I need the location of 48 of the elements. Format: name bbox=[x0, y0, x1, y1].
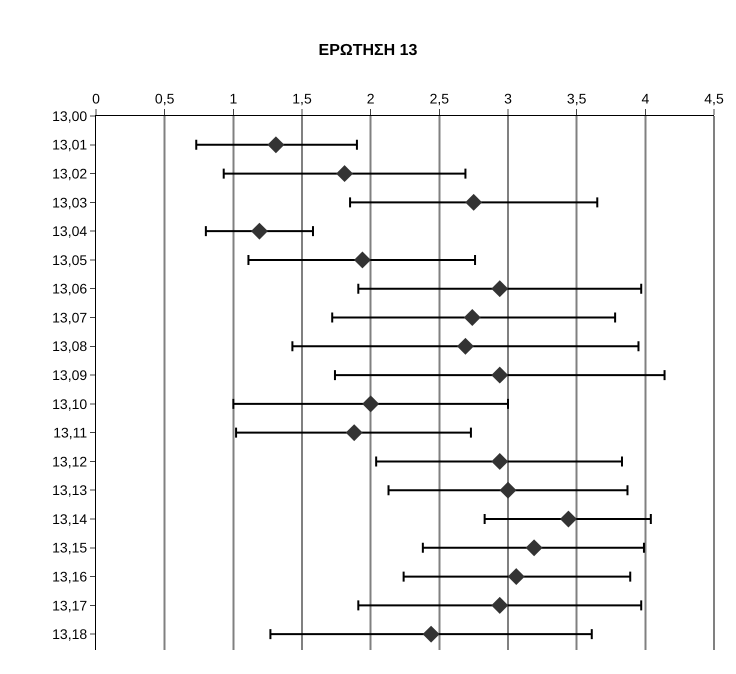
point bbox=[422, 626, 440, 643]
y-tick-label: 13,18 bbox=[52, 626, 88, 642]
y-tick-label: 13,16 bbox=[52, 568, 88, 584]
x-tick-label: 0,5 bbox=[154, 90, 175, 106]
x-tick-label: 2 bbox=[366, 90, 375, 106]
y-tick-label: 13,07 bbox=[52, 309, 88, 326]
y-tick-label: 13,14 bbox=[52, 510, 88, 527]
point bbox=[500, 482, 516, 499]
y-tick-label: 13,12 bbox=[52, 453, 88, 470]
point bbox=[354, 251, 371, 268]
y-tick-label: 13,11 bbox=[53, 424, 88, 441]
point bbox=[456, 338, 474, 355]
point bbox=[508, 568, 525, 586]
x-tick-label: 4,5 bbox=[704, 90, 724, 106]
x-tick-label: 1,5 bbox=[292, 90, 312, 106]
point bbox=[362, 395, 380, 412]
x-tick-label: 2,5 bbox=[430, 90, 450, 106]
y-tick-label: 13,13 bbox=[52, 482, 88, 498]
y-tick-label: 13,15 bbox=[52, 540, 88, 556]
point bbox=[491, 596, 508, 614]
y-tick-label: 13,01 bbox=[52, 136, 88, 153]
y-tick-label: 13,00 bbox=[52, 108, 88, 124]
point bbox=[526, 539, 543, 556]
point bbox=[491, 452, 508, 470]
x-tick-label: 3,5 bbox=[566, 90, 587, 106]
y-tick-label: 13,08 bbox=[52, 338, 88, 354]
x-tick-label: 0 bbox=[92, 90, 100, 106]
point bbox=[491, 280, 508, 298]
point bbox=[464, 309, 481, 326]
point bbox=[267, 136, 284, 154]
y-tick-label: 13,03 bbox=[52, 194, 88, 210]
point bbox=[250, 222, 268, 240]
y-tick-label: 13,06 bbox=[52, 280, 88, 297]
chart-title: ΕΡΩΤΗΣΗ 13 bbox=[318, 42, 418, 60]
y-tick-label: 13,02 bbox=[52, 165, 88, 182]
y-tick-label: 13,04 bbox=[52, 223, 88, 240]
y-tick-label: 13,09 bbox=[52, 366, 88, 383]
point bbox=[491, 366, 508, 384]
y-tick-label: 13,17 bbox=[52, 597, 88, 614]
y-tick-label: 13,10 bbox=[52, 396, 88, 412]
point bbox=[560, 510, 577, 528]
x-tick-label: 4 bbox=[641, 90, 650, 106]
point bbox=[465, 194, 482, 211]
point bbox=[346, 424, 363, 442]
point bbox=[336, 165, 354, 182]
x-tick-label: 3 bbox=[504, 90, 512, 106]
y-tick-label: 13,05 bbox=[52, 252, 88, 268]
x-tick-label: 1 bbox=[229, 90, 238, 106]
